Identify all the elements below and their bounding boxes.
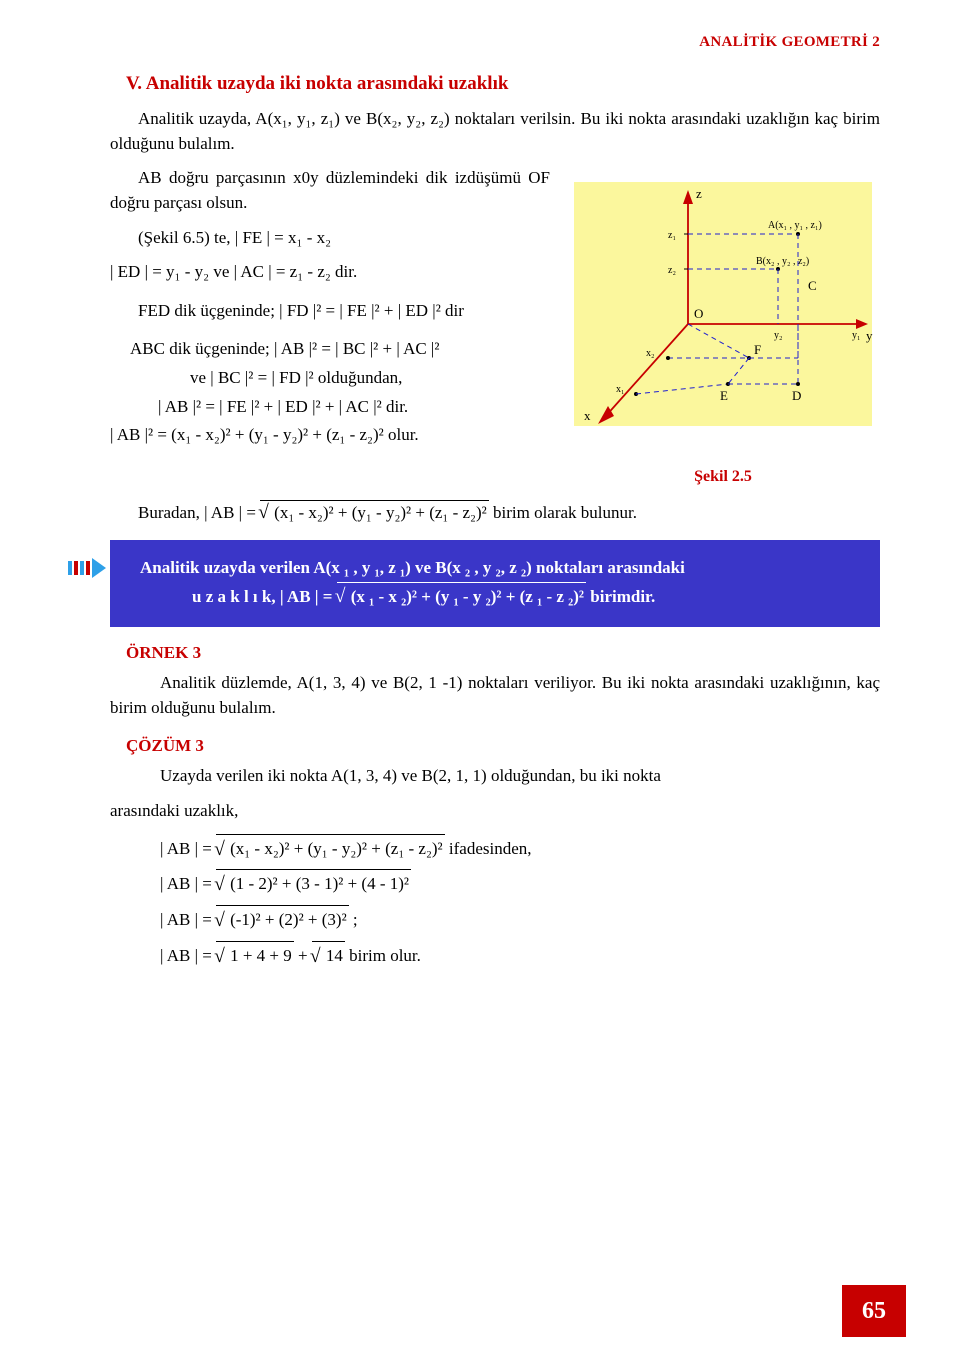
callout-line-2a: u z a k l ı k, | AB | = (192, 587, 337, 606)
svg-text:z: z (696, 186, 702, 201)
eq3-suffix: ; (353, 910, 358, 929)
svg-text:E: E (720, 388, 728, 403)
paragraph-5b: ve | BC |² = | FD |² olduğundan, (190, 366, 550, 391)
eq2-lhs: | AB | = (160, 874, 216, 893)
svg-text:y₁: y₁ (852, 330, 861, 341)
equation-3: | AB | = (-1)² + (2)² + (3)² ; (160, 905, 880, 935)
buradan-sqrt: (x₁ - x₂)² + (y₁ - y₂)² + (z₁ - z₂)² (260, 500, 489, 526)
paragraph-5d: | AB |² = (x₁ - x₂)² + (y₁ - y₂)² + (z₁ … (110, 423, 550, 448)
eq3-lhs: | AB | = (160, 910, 216, 929)
svg-text:B(x₂ , y₂ , z₂): B(x₂ , y₂ , z₂) (756, 256, 809, 267)
ornek-title: ÖRNEK 3 (126, 643, 880, 663)
figure-caption: Şekil 2.5 (568, 468, 878, 486)
svg-text:x: x (584, 408, 591, 423)
page-header: ANALİTİK GEOMETRİ 2 (110, 34, 880, 51)
callout-arrow-icon (68, 558, 106, 578)
svg-text:C: C (808, 278, 817, 293)
intro-paragraph: Analitik uzayda, A(x₁, y₁, z₁) ve B(x₂, … (110, 107, 880, 156)
svg-text:x₁: x₁ (616, 384, 625, 395)
formula-callout: Analitik uzayda verilen A(x ₁ , y ₁, z ₁… (110, 540, 880, 627)
page-number: 65 (842, 1285, 906, 1337)
equation-2: | AB | = (1 - 2)² + (3 - 1)² + (4 - 1)² (160, 869, 880, 899)
figure-2.5: z y x z₁ z₂ (568, 174, 878, 464)
eq4-sqrt2: 14 (312, 941, 345, 971)
eq2-sqrt: (1 - 2)² + (3 - 1)² + (4 - 1)² (216, 869, 411, 899)
buradan-line: Buradan, | AB | = (x₁ - x₂)² + (y₁ - y₂)… (138, 500, 880, 526)
callout-sqrt: (x ₁ - x ₂)² + (y ₁ - y ₂)² + (z ₁ - z ₂… (337, 582, 586, 611)
paragraph-4: FED dik üçgeninde; | FD |² = | FE |² + |… (110, 299, 550, 324)
svg-text:z₁: z₁ (668, 230, 676, 241)
eq3-sqrt: (-1)² + (2)² + (3)² (216, 905, 349, 935)
paragraph-3b: | ED | = y₁ - y₂ ve | AC | = z₁ - z₂ dir… (110, 260, 550, 285)
buradan-suffix: birim olarak bulunur. (493, 503, 637, 522)
callout-line-1: Analitik uzayda verilen A(x ₁ , y ₁, z ₁… (140, 554, 862, 582)
eq1-suffix: ifadesinden, (449, 839, 532, 858)
paragraph-5a: ABC dik üçgeninde; | AB |² = | BC |² + |… (130, 337, 550, 362)
cozum-paragraph-1b: arasındaki uzaklık, (110, 799, 880, 824)
eq1-lhs: | AB | = (160, 839, 216, 858)
eq1-sqrt: (x₁ - x₂)² + (y₁ - y₂)² + (z₁ - z₂)² (216, 834, 445, 864)
eq4-sqrt1: 1 + 4 + 9 (216, 941, 294, 971)
svg-text:D: D (792, 388, 801, 403)
svg-text:y: y (866, 328, 873, 343)
buradan-prefix: Buradan, | AB | = (138, 503, 260, 522)
svg-text:y₂: y₂ (774, 330, 783, 341)
equation-1: | AB | = (x₁ - x₂)² + (y₁ - y₂)² + (z₁ -… (160, 834, 880, 864)
svg-text:z₂: z₂ (668, 265, 676, 276)
callout-line-2: u z a k l ı k, | AB | = (x ₁ - x ₂)² + (… (140, 582, 862, 611)
eq4-lhs: | AB | = (160, 946, 216, 965)
svg-text:A(x₁ , y₁ , z₁): A(x₁ , y₁ , z₁) (768, 220, 822, 231)
paragraph-5c: | AB |² = | FE |² + | ED |² + | AC |² di… (158, 395, 550, 420)
eq4-suffix: birim olur. (349, 946, 421, 965)
svg-text:F: F (754, 342, 761, 357)
cozum-paragraph-1: Uzayda verilen iki nokta A(1, 3, 4) ve B… (110, 764, 880, 789)
section-title: V. Analitik uzayda iki nokta arasındaki … (126, 73, 880, 95)
cozum-title: ÇÖZÜM 3 (126, 736, 880, 756)
paragraph-2: AB doğru parçasının x0y düzlemindeki dik… (110, 166, 550, 215)
svg-text:O: O (694, 306, 703, 321)
callout-line-2b: birimdir. (590, 587, 655, 606)
svg-text:x₂: x₂ (646, 348, 655, 359)
paragraph-3a: (Şekil 6.5) te, | FE | = x₁ - x₂ (110, 226, 550, 251)
ornek-paragraph: Analitik düzlemde, A(1, 3, 4) ve B(2, 1 … (110, 671, 880, 720)
equation-4: | AB | = 1 + 4 + 9 + 14 birim olur. (160, 941, 880, 971)
